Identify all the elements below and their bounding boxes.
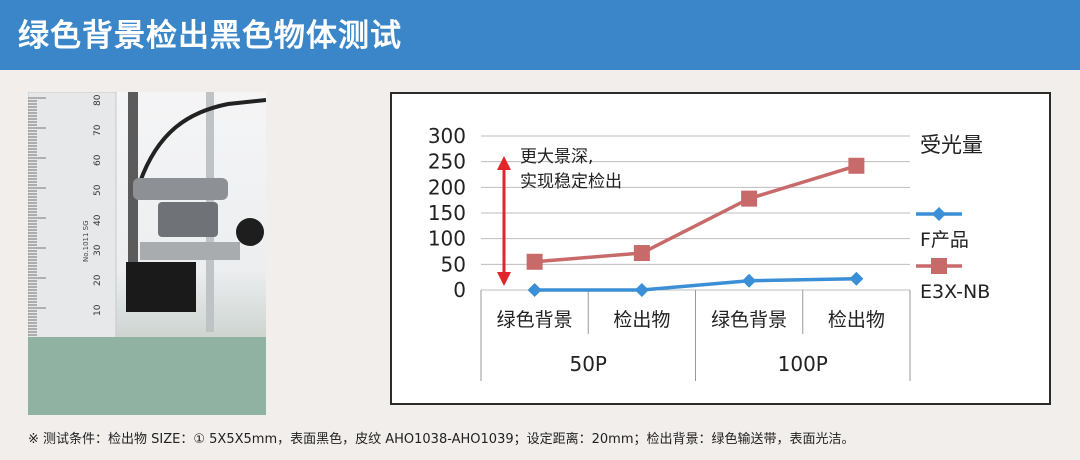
ruler-mark-label: 80 <box>93 94 103 106</box>
legend-label: E3X-NB <box>920 281 990 303</box>
fixture-clamp <box>158 202 218 237</box>
series-line-0 <box>534 276 857 292</box>
chart-panel: 0 50 100 150 200 250 300 绿色背景 检出物 绿色背景 检出物 50P 100P… <box>390 92 1051 405</box>
data-point-diamond <box>742 273 757 288</box>
black-object <box>126 262 196 312</box>
ruler-labels: 80 70 60 50 40 30 20 10 <box>93 94 103 316</box>
data-point-square <box>741 190 758 207</box>
data-point-square <box>848 157 865 174</box>
data-point-diamond <box>634 283 649 297</box>
ruler-ticks <box>28 97 46 348</box>
x-category-label: 绿色背景 <box>711 309 787 331</box>
sensor-rod <box>128 92 138 312</box>
y-axis-label: 受光量 <box>920 133 983 157</box>
legend-marker-diamond <box>932 207 946 221</box>
test-conditions-note: ※ 测试条件：检出物 SIZE：① 5X5X5mm，表面黑色，皮纹 AHO103… <box>28 432 855 447</box>
ruler-label: No.1011 SG <box>82 220 90 262</box>
ruler <box>28 92 117 353</box>
data-point-square <box>526 253 543 270</box>
legend: F产品 E3X-NB <box>916 207 990 303</box>
green-conveyor <box>28 337 266 415</box>
x-category-label: 绿色背景 <box>497 309 573 331</box>
x-category-label: 检出物 <box>828 309 885 331</box>
x-axis: 绿色背景 检出物 绿色背景 检出物 50P 100P <box>480 290 911 381</box>
ruler-mark-label: 70 <box>93 124 103 136</box>
y-tick-label: 200 <box>428 175 466 199</box>
fixture-bracket <box>140 242 240 260</box>
data-point-square <box>633 245 650 262</box>
fixture-arm <box>133 178 228 200</box>
annotation-line-1: 更大景深, <box>520 147 593 167</box>
x-group-label: 100P <box>778 352 828 376</box>
y-tick-label: 150 <box>428 201 466 225</box>
sensor-cable <box>138 98 266 183</box>
x-group-label: 50P <box>569 352 607 376</box>
y-tick-label: 50 <box>441 252 466 276</box>
ruler-mark-label: 20 <box>93 274 103 286</box>
depth-annotation: 更大景深, 实现稳定检出 <box>497 147 622 286</box>
y-tick-label: 250 <box>428 150 466 174</box>
data-point-diamond <box>849 271 864 286</box>
y-tick-label: 0 <box>453 278 466 302</box>
gridlines <box>481 135 910 291</box>
ruler-mark-label: 30 <box>93 244 103 256</box>
data-point-diamond <box>527 283 542 297</box>
test-photo: 80 70 60 50 40 30 20 10 No.1011 SG <box>28 92 266 415</box>
page-title: 绿色背景检出黑色物体测试 <box>18 18 402 54</box>
y-tick-label: 100 <box>428 227 466 251</box>
title-bar: 绿色背景检出黑色物体测试 <box>0 0 1080 70</box>
test-setup-illustration: 80 70 60 50 40 30 20 10 No.1011 SG <box>28 92 266 415</box>
annotation-line-2: 实现稳定检出 <box>520 172 622 192</box>
series-lines <box>534 164 857 292</box>
knob <box>236 218 264 246</box>
x-category-label: 检出物 <box>613 309 670 331</box>
series-line-1 <box>534 164 857 264</box>
ruler-mark-label: 60 <box>93 154 103 166</box>
annotation-arrow-bottom <box>497 272 511 286</box>
y-tick-label: 300 <box>428 124 466 148</box>
ruler-mark-label: 10 <box>93 304 103 316</box>
ruler-mark-label: 40 <box>93 214 103 226</box>
ruler-mark-label: 50 <box>93 184 103 196</box>
legend-label: F产品 <box>920 229 969 251</box>
legend-marker-square <box>931 258 947 274</box>
annotation-arrow-top <box>497 156 511 170</box>
series-points <box>526 157 865 297</box>
